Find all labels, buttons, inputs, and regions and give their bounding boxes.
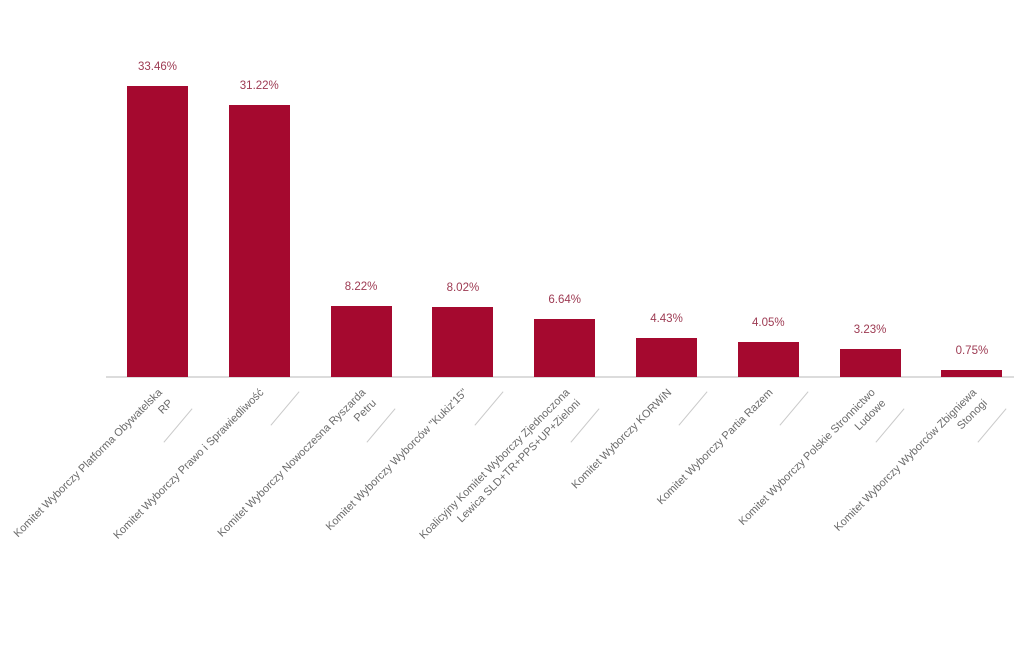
bar[interactable] xyxy=(330,306,392,377)
bar[interactable] xyxy=(737,342,799,377)
x-axis-label: Komitet Wyborczy KORWiN xyxy=(568,386,675,493)
value-label: 8.02% xyxy=(446,282,480,294)
value-label: 31.22% xyxy=(239,80,279,92)
label-tick-line xyxy=(270,391,300,426)
value-label: 8.22% xyxy=(344,281,378,293)
x-axis-label-line: Lewica SLD+TR+PPS+UP+Zieloni xyxy=(454,397,583,526)
bar[interactable] xyxy=(534,319,596,377)
value-label: 6.64% xyxy=(548,294,581,306)
bar[interactable] xyxy=(839,349,901,377)
value-label: 4.43% xyxy=(650,313,683,325)
label-tick-line xyxy=(474,391,504,426)
value-label: 3.23% xyxy=(853,324,887,336)
x-axis-label: Komitet Wyborczy Platforma Obywatelska RP xyxy=(11,386,177,552)
bar[interactable] xyxy=(432,307,494,377)
x-axis-label-line: RP xyxy=(156,397,176,417)
x-axis-label-line: Komitet Wyborczy Partia Razem xyxy=(655,386,776,508)
value-label: 0.75% xyxy=(955,345,989,357)
bar[interactable] xyxy=(941,370,1003,377)
bar[interactable] xyxy=(228,105,290,377)
x-axis-label-line: Petru xyxy=(351,397,379,425)
bar[interactable] xyxy=(636,338,697,377)
x-axis-label-line: Komitet Wyborczy KORWiN xyxy=(569,386,674,492)
value-label: 4.05% xyxy=(751,317,785,329)
label-tick-line xyxy=(779,391,809,426)
bar[interactable] xyxy=(127,86,188,377)
label-tick-line xyxy=(677,391,708,426)
value-label: 33.46% xyxy=(137,61,177,73)
x-axis-line xyxy=(106,376,1014,378)
x-axis-label: Komitet Wyborczy Partia Razem xyxy=(654,386,776,508)
